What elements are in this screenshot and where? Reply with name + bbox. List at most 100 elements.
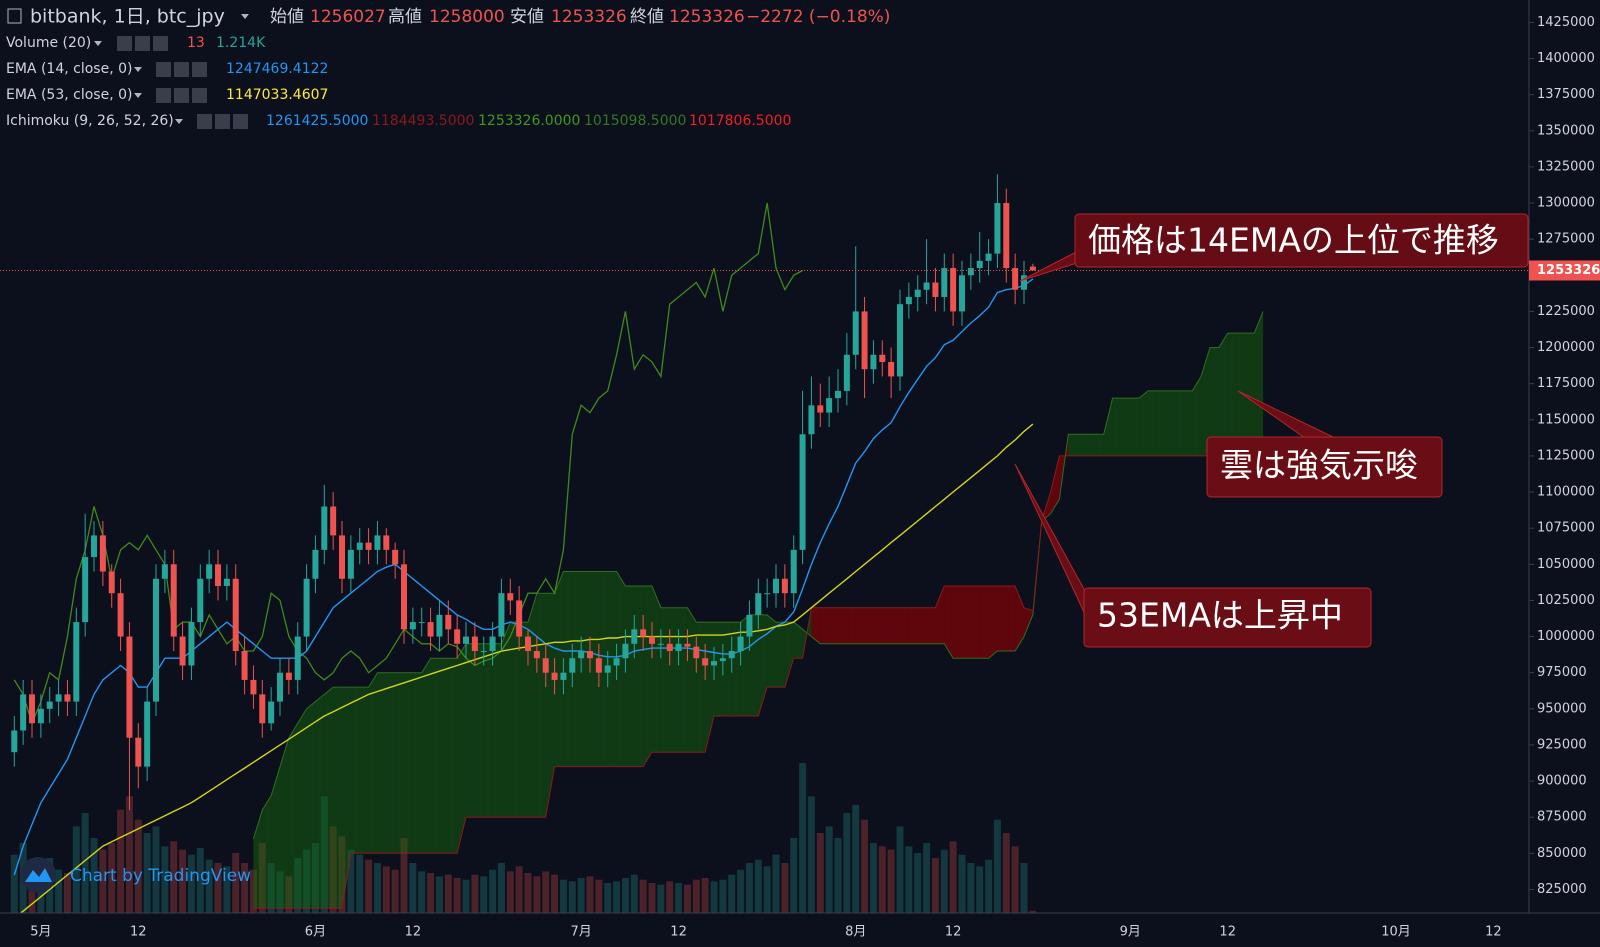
indicator-buttons[interactable]: [197, 114, 248, 129]
indicator-buttons[interactable]: [156, 88, 207, 103]
annotation: 53EMAは上昇中: [1014, 463, 1372, 648]
indicator-buttons[interactable]: [117, 36, 168, 51]
ohlc-label: 始値: [270, 7, 304, 27]
volume-bar: [878, 846, 886, 913]
candle-body: [356, 542, 363, 550]
volume-bar: [373, 863, 381, 913]
cloud-segment: [368, 672, 378, 854]
volume-bar: [799, 763, 807, 913]
candle-body: [392, 549, 399, 565]
cloud-segment: [483, 643, 493, 818]
candle-body: [20, 694, 27, 731]
volume-bar: [90, 838, 98, 913]
x-tick-label: 9月: [1120, 925, 1141, 940]
cloud-segment: [979, 585, 989, 659]
volume-bar: [356, 854, 364, 913]
ohlc-label: 安値: [510, 7, 544, 27]
symbol-title: bitbank, 1日, btc_jpy: [30, 6, 225, 28]
volume-bar: [772, 854, 780, 913]
volume-bar: [949, 841, 957, 913]
cloud-segment: [395, 672, 405, 854]
volume-bar: [976, 866, 984, 913]
candle-body: [888, 361, 895, 377]
volume-bar: [559, 879, 567, 913]
y-tick-label: 1025000: [1537, 593, 1595, 608]
cloud-segment: [749, 614, 759, 717]
cloud-segment: [430, 658, 440, 854]
candle-body: [188, 622, 195, 666]
collapse-icon[interactable]: [7, 8, 22, 24]
candle-body: [268, 701, 275, 724]
cloud-segment: [1236, 333, 1246, 456]
dropdown-caret[interactable]: [134, 67, 142, 72]
volume-bar: [861, 819, 869, 913]
ohlc-value: 1253326: [669, 7, 745, 27]
cloud-segment: [873, 607, 883, 644]
y-tick-label: 925000: [1537, 737, 1587, 752]
candle-body: [569, 658, 576, 673]
dropdown-caret[interactable]: [94, 41, 102, 46]
volume-bar: [267, 863, 275, 913]
volume-bar: [427, 873, 435, 913]
candle-body: [923, 282, 930, 290]
volume-bar: [462, 879, 470, 913]
volume-bar: [10, 854, 18, 913]
y-tick-label: 825000: [1537, 882, 1587, 897]
cloud-segment: [687, 607, 697, 753]
candle-body: [675, 643, 682, 652]
cloud-segment: [811, 607, 821, 644]
cloud-segment: [333, 687, 343, 909]
volume-bar: [754, 859, 762, 913]
cloud-segment: [1015, 585, 1024, 652]
cloud-segment: [404, 672, 413, 854]
cloud-segment: [1254, 311, 1264, 456]
volume-bar: [568, 881, 576, 913]
cloud-segment: [1183, 390, 1193, 456]
indicator-buttons[interactable]: [156, 62, 207, 77]
candle-body: [91, 535, 98, 558]
cloud-segment: [297, 708, 307, 909]
volume-bar: [125, 796, 133, 913]
cloud-segment: [1245, 333, 1255, 456]
y-tick-label: 1000000: [1537, 629, 1595, 644]
cloud-segment: [643, 585, 653, 767]
candle-body: [1012, 268, 1019, 290]
candle-body: [37, 708, 44, 724]
cloud-segment: [253, 809, 263, 909]
ohlc-value: 1258000: [429, 7, 505, 27]
y-tick-label: 1375000: [1537, 87, 1595, 102]
volume-bar: [958, 854, 966, 913]
plot-area: [0, 174, 1529, 913]
cloud-segment: [678, 607, 688, 753]
cloud-segment: [917, 607, 927, 644]
candle-body: [55, 694, 62, 702]
candle-body: [471, 636, 478, 652]
cloud-segment: [997, 585, 1007, 652]
dropdown-caret[interactable]: [241, 14, 249, 19]
cloud-segment: [474, 643, 484, 818]
volume-bar: [825, 826, 833, 913]
volume-bar: [161, 846, 169, 913]
candle-body: [312, 549, 319, 579]
watermark[interactable]: Chart by TradingView: [20, 857, 251, 893]
volume-bar: [763, 866, 771, 913]
y-tick-label: 875000: [1537, 810, 1587, 825]
volume-bar: [745, 863, 753, 913]
cloud-segment: [652, 585, 661, 753]
candle-body: [135, 737, 142, 767]
cloud-segment: [935, 585, 945, 644]
dropdown-caret[interactable]: [134, 93, 142, 98]
indicator-name: EMA (53, close, 0): [6, 87, 132, 103]
cloud-segment: [519, 622, 529, 818]
y-tick-label: 1125000: [1537, 448, 1595, 463]
candle-body: [719, 658, 726, 662]
candle-body: [941, 268, 948, 297]
candle-body: [321, 506, 328, 550]
candle-body: [852, 311, 859, 355]
candle-body: [843, 354, 850, 391]
dropdown-caret[interactable]: [175, 119, 183, 124]
volume-bar: [303, 849, 311, 913]
cloud-segment: [882, 607, 892, 644]
candle-body: [560, 672, 567, 680]
